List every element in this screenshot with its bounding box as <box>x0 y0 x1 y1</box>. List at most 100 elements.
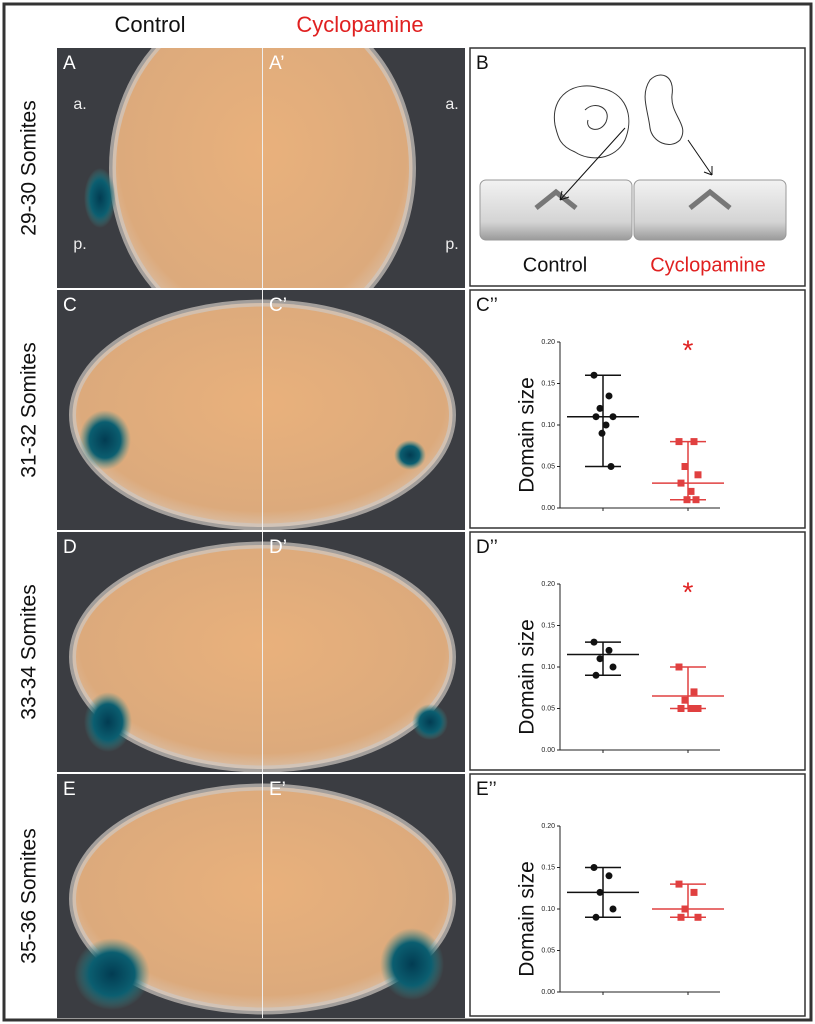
panel-box <box>469 289 806 529</box>
y-axis-label: Domain size <box>516 377 539 493</box>
panel-letter: D’ <box>269 537 287 558</box>
tissue <box>263 48 416 288</box>
y-tick-label: 0.10 <box>541 664 555 671</box>
arrow <box>559 127 626 201</box>
y-tick-label: 0.10 <box>541 906 555 913</box>
row-label: 35-36 Somites <box>18 828 41 963</box>
stain <box>394 440 426 470</box>
significance-mark: * <box>683 576 694 607</box>
explant <box>534 188 578 210</box>
y-tick-label: 0.00 <box>541 747 555 754</box>
panel-letter: C <box>63 295 77 316</box>
data-point <box>681 463 689 470</box>
embryo-outline <box>553 85 630 159</box>
panel-letter: C’’ <box>476 295 498 316</box>
data-point <box>602 421 610 429</box>
data-point <box>590 864 598 871</box>
y-tick-label: 0.15 <box>541 380 555 387</box>
panel-letter: E’’ <box>476 779 497 800</box>
data-point <box>607 463 615 470</box>
data-point <box>690 888 698 896</box>
data-point <box>677 913 685 921</box>
column-header: Cyclopamine <box>296 12 423 37</box>
data-point <box>692 496 700 504</box>
panel-box <box>469 47 806 287</box>
data-point <box>694 705 702 712</box>
y-tick-label: 0.10 <box>541 422 555 429</box>
data-point <box>681 696 689 704</box>
stain <box>84 168 116 228</box>
panel-letter: D’’ <box>476 537 498 558</box>
panel-letter: E <box>63 779 76 800</box>
y-tick-label: 0.15 <box>541 864 555 871</box>
orientation-mark: p. <box>445 236 458 253</box>
panel-letter: D <box>63 537 77 558</box>
tissue <box>263 299 456 530</box>
panel-letter: A’ <box>269 53 284 74</box>
data-point <box>596 404 604 412</box>
data-point <box>677 705 685 712</box>
data-point <box>694 471 702 479</box>
data-point <box>609 663 617 671</box>
y-tick-label: 0.05 <box>541 705 555 712</box>
panel-letter: C’ <box>269 295 287 316</box>
y-tick-label: 0.00 <box>541 989 555 996</box>
explant-outline <box>644 74 684 145</box>
column-header: Control <box>115 12 186 37</box>
micrograph <box>57 774 262 1018</box>
row-label: 31-32 Somites <box>18 342 41 477</box>
tissue <box>263 541 456 772</box>
data-point <box>592 413 600 421</box>
data-point <box>592 671 600 679</box>
panel-letter: B <box>476 53 489 74</box>
data-point <box>677 479 685 487</box>
dish <box>633 179 787 241</box>
data-point <box>596 888 604 896</box>
y-axis-label: Domain size <box>516 619 539 735</box>
significance-mark: * <box>683 334 694 365</box>
data-point <box>609 905 617 913</box>
data-point <box>694 913 702 921</box>
embryo-detail <box>584 105 608 130</box>
panel-letter: A <box>63 53 76 74</box>
tissue <box>109 48 262 288</box>
data-point <box>605 392 613 400</box>
y-tick-label: 0.05 <box>541 947 555 954</box>
micrograph <box>263 774 465 1018</box>
orientation-mark: a. <box>73 96 86 113</box>
stain <box>84 692 132 752</box>
stain <box>79 410 131 470</box>
micrograph <box>263 48 465 288</box>
data-point <box>690 688 698 696</box>
row-label: 33-34 Somites <box>18 584 41 719</box>
panel-letter: E’ <box>269 779 286 800</box>
micrograph <box>57 290 262 530</box>
panel-b-diagram <box>479 74 787 241</box>
y-tick-label: 0.20 <box>541 581 555 588</box>
micrograph <box>57 532 262 772</box>
data-point <box>592 913 600 921</box>
y-tick-label: 0.00 <box>541 505 555 512</box>
tissue <box>69 299 262 530</box>
row-label: 29-30 Somites <box>18 100 41 235</box>
y-tick-label: 0.05 <box>541 463 555 470</box>
y-tick-label: 0.20 <box>541 823 555 830</box>
data-point <box>675 880 683 888</box>
micrograph <box>263 532 465 772</box>
panel-b-label: Cyclopamine <box>650 254 766 276</box>
y-tick-label: 0.20 <box>541 339 555 346</box>
data-point <box>675 438 683 446</box>
dish <box>479 179 633 241</box>
data-point <box>596 655 604 663</box>
data-point <box>681 905 689 913</box>
micrograph <box>57 48 262 288</box>
data-point <box>590 638 598 646</box>
stain <box>412 704 448 740</box>
data-point <box>683 496 691 504</box>
stain <box>380 928 444 1000</box>
orientation-mark: p. <box>73 236 86 253</box>
panel-box <box>469 531 806 771</box>
